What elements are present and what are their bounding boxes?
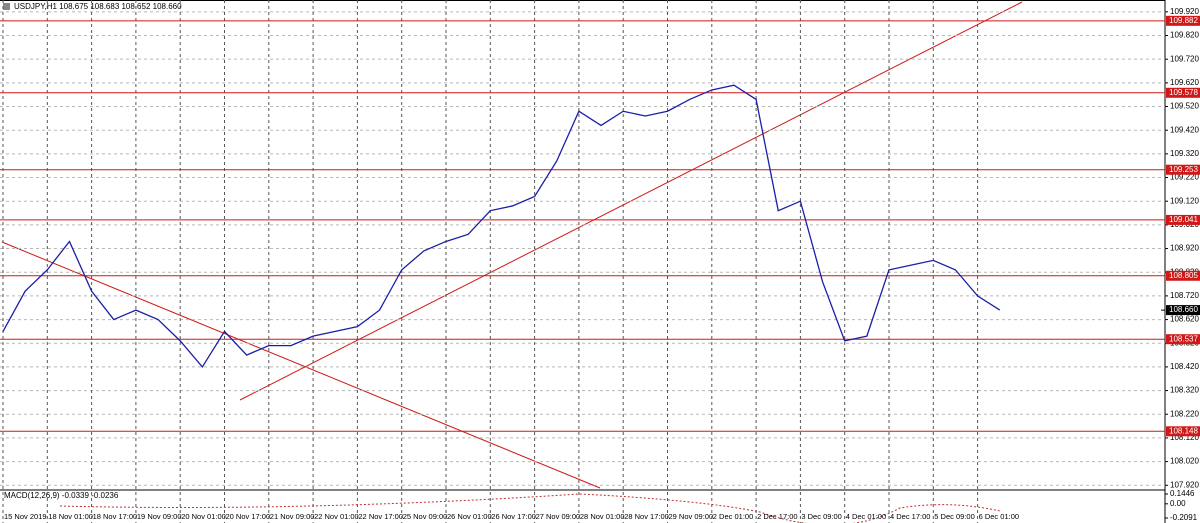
x-tick-label: 18 Nov 01:00 [48, 512, 93, 521]
symbol-icon [3, 3, 10, 10]
level-label: 108.537 [1169, 334, 1198, 343]
y-tick-label: 108.020 [1170, 457, 1199, 466]
macd-tick-label: 0.1446 [1170, 489, 1195, 498]
x-tick-label: 28 Nov 17:00 [624, 512, 669, 521]
y-tick-label: 108.420 [1170, 362, 1199, 371]
x-tick-label: 22 Nov 01:00 [314, 512, 359, 521]
x-tick-label: 2 Dec 17:00 [757, 512, 797, 521]
y-tick-label: 109.220 [1170, 173, 1199, 182]
macd-signal [59, 493, 1001, 523]
x-tick-label: 18 Nov 17:00 [93, 512, 138, 521]
level-label-box [1166, 426, 1200, 437]
y-tick-label: 108.920 [1170, 244, 1199, 253]
x-tick-label: 20 Nov 17:00 [226, 512, 271, 521]
y-tick-label: 109.620 [1170, 78, 1199, 87]
x-tick-label: 25 Nov 09:00 [403, 512, 448, 521]
level-label-box [1166, 15, 1200, 26]
x-tick-label: 26 Nov 01:00 [447, 512, 492, 521]
y-tick-label: 108.120 [1170, 433, 1199, 442]
level-label-box [1166, 214, 1200, 225]
trendline [1, 241, 601, 489]
x-tick-label: 26 Nov 17:00 [491, 512, 536, 521]
y-tick-label: 109.720 [1170, 54, 1199, 63]
x-tick-label: 6 Dec 01:00 [979, 512, 1019, 521]
y-tick-label: 108.720 [1170, 291, 1199, 300]
x-tick-label: 22 Nov 17:00 [358, 512, 403, 521]
macd-tick-label: 0.00 [1170, 499, 1186, 508]
y-tick-label: 109.320 [1170, 149, 1199, 158]
y-tick-label: 107.920 [1170, 480, 1199, 489]
level-label: 109.253 [1169, 165, 1198, 174]
y-tick-label: 109.820 [1170, 31, 1199, 40]
y-tick-label: 109.120 [1170, 196, 1199, 205]
current-price-label: 108.660 [1169, 305, 1198, 314]
level-label: 109.041 [1169, 215, 1198, 224]
x-tick-label: 4 Dec 01:00 [846, 512, 886, 521]
level-label-box [1166, 270, 1200, 281]
level-label: 108.805 [1169, 271, 1198, 280]
y-tick-label: 109.920 [1170, 7, 1199, 16]
x-tick-label: 29 Nov 09:00 [669, 512, 714, 521]
y-tick-label: 108.620 [1170, 315, 1199, 324]
level-label-box [1166, 164, 1200, 175]
current-price-box [1166, 305, 1200, 316]
x-tick-label: 3 Dec 09:00 [801, 512, 841, 521]
macd-label: MACD(12,26,9) -0.0339 -0.0236 [4, 491, 119, 500]
x-tick-label: 27 Nov 09:00 [536, 512, 581, 521]
x-tick-label: 4 Dec 17:00 [890, 512, 930, 521]
chart-title: USDJPY,H1 108.675 108.683 108.652 108.66… [14, 2, 182, 11]
x-tick-label: 2 Dec 01:00 [713, 512, 753, 521]
x-tick-label: 19 Nov 09:00 [137, 512, 182, 521]
y-tick-label: 108.320 [1170, 386, 1199, 395]
x-tick-label: 28 Nov 01:00 [580, 512, 625, 521]
x-tick-label: 5 Dec 09:00 [934, 512, 974, 521]
level-label-box [1166, 334, 1200, 345]
price-line [2, 84, 1001, 369]
level-label: 109.578 [1169, 88, 1198, 97]
x-tick-label: 15 Nov 2019 [4, 512, 47, 521]
x-tick-label: 21 Nov 09:00 [270, 512, 315, 521]
y-tick-label: 109.420 [1170, 125, 1199, 134]
x-tick-label: 20 Nov 01:00 [181, 512, 226, 521]
y-tick-label: 109.520 [1170, 102, 1199, 111]
level-label: 109.882 [1169, 16, 1198, 25]
level-label: 108.148 [1169, 426, 1198, 435]
macd-tick-label: -0.2091 [1170, 513, 1198, 522]
level-label-box [1166, 87, 1200, 98]
y-tick-label: 108.220 [1170, 409, 1199, 418]
